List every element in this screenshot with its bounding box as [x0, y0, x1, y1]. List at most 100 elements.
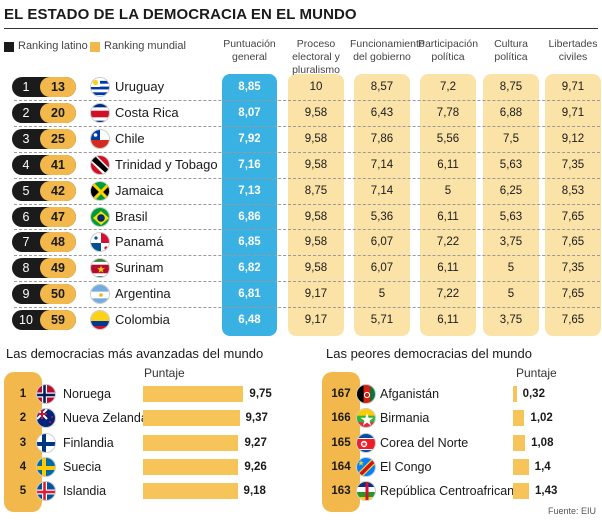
best-rank-column-bg: [4, 372, 42, 512]
cell-participacion: 6,11: [437, 210, 459, 223]
best-democracies-title: Las democracias más avanzadas del mundo: [6, 346, 264, 361]
flag-birmania-icon: [356, 408, 376, 429]
bar-value-label: 9,37: [245, 412, 268, 425]
cell-participacion: 5: [444, 184, 452, 197]
cell-libertades: 7,35: [561, 262, 585, 275]
rank-mundial: 50: [51, 287, 65, 302]
bar-rank: 3: [19, 436, 27, 449]
bar-value-label: 9,27: [244, 436, 267, 449]
flag-finlandia-icon: [36, 432, 56, 453]
flag-afganistan-icon: [356, 384, 376, 404]
bar-category-label: Afganistán: [380, 387, 440, 401]
rank-latino: 1: [22, 80, 30, 94]
bar-rank: 167: [331, 388, 351, 400]
cell-participacion: 6,11: [437, 158, 459, 171]
country-name: Argentina: [115, 286, 171, 302]
best-puntaje-label: Puntaje: [144, 366, 185, 380]
cell-participacion: 6,11: [437, 262, 459, 275]
bar-category-label: Islandia: [63, 484, 107, 499]
legend-swatch-latino: [4, 42, 14, 52]
legend-label-mundial: Ranking mundial: [104, 40, 186, 52]
rank-mundial-pill: [40, 310, 76, 331]
rank-latino: 4: [22, 157, 30, 172]
cell-libertades: 7,65: [561, 314, 585, 327]
rank-mundial: 49: [51, 261, 65, 276]
title-divider: [4, 28, 598, 29]
page-title: EL ESTADO DE LA DEMOCRACIA EN EL MUNDO: [4, 6, 357, 23]
legend-swatch-mundial: [90, 42, 100, 52]
cell-electoral: 9,58: [304, 236, 328, 249]
cell-gobierno: 7,14: [370, 158, 394, 171]
cell-libertades: 8,53: [561, 184, 585, 197]
cell-gobierno: 8,57: [370, 81, 394, 93]
cell-cultura: 8,75: [499, 81, 523, 93]
rank-mundial-pill: [40, 128, 76, 149]
worst-puntaje-label: Puntaje: [516, 366, 557, 380]
cell-gobierno: 7,86: [370, 132, 394, 145]
bar-rank: 5: [19, 485, 27, 498]
cell-cultura: 6,25: [499, 184, 523, 197]
cell-puntuacion: 8,07: [238, 106, 261, 119]
bar: [143, 434, 239, 451]
cell-puntuacion: 6,82: [238, 262, 261, 275]
bar: [143, 386, 244, 402]
row-separator: [14, 151, 600, 153]
rank-mundial-pill: [40, 102, 76, 123]
bar-rank: 166: [331, 412, 351, 425]
column-header-puntuacion: Puntuación general: [223, 38, 276, 63]
rank-mundial: 13: [51, 80, 65, 94]
flag-chile-icon: [90, 128, 110, 149]
flag-trinidad-icon: [90, 154, 110, 175]
flag-brasil-icon: [90, 206, 110, 227]
rank-mundial-pill: [40, 232, 76, 253]
row-separator: [14, 229, 600, 231]
bar-category-label: Birmania: [380, 411, 430, 426]
column-header-participacion: Participación política: [417, 38, 479, 63]
country-name: Uruguay: [115, 79, 165, 94]
cell-puntuacion: 6,48: [238, 314, 261, 327]
bar-category-label: Noruega: [63, 387, 111, 401]
cell-cultura: 5,63: [499, 210, 523, 223]
bar-value-label: 9,26: [244, 460, 267, 473]
rank-latino: 7: [22, 235, 30, 250]
cell-cultura: 3,75: [499, 314, 523, 327]
cell-participacion: 7,78: [436, 106, 460, 119]
flag-colombia-icon: [90, 310, 110, 331]
flag-congo-icon: [356, 456, 376, 477]
rank-mundial: 42: [51, 183, 65, 198]
cell-puntuacion: 6,81: [238, 288, 261, 301]
cell-participacion: 7,2: [440, 81, 456, 93]
legend-label-latino: Ranking latino: [18, 40, 88, 52]
bar: [143, 483, 238, 500]
flag-uruguay-icon: [90, 77, 110, 97]
bar-rank: 2: [19, 412, 27, 425]
cell-cultura: 3,75: [499, 236, 523, 249]
cell-libertades: 7,65: [561, 288, 585, 301]
rank-mundial: 20: [51, 105, 65, 120]
flag-nueva-zelanda-icon: [36, 408, 56, 429]
cell-libertades: 9,71: [561, 106, 585, 119]
cell-electoral: 9,58: [304, 158, 328, 171]
country-name: Trinidad y Tobago: [115, 156, 218, 172]
country-name: Costa Rica: [115, 104, 179, 120]
bar-category-label: Nueva Zelanda: [63, 411, 148, 426]
rank-latino: 3: [22, 131, 30, 146]
column-bg-libertades: [545, 74, 601, 336]
source-note: Fuente: EIU: [547, 506, 596, 516]
flag-jamaica-icon: [90, 180, 110, 201]
rank-mundial: 47: [51, 209, 65, 224]
bar: [513, 410, 525, 427]
country-name: Jamaica: [115, 182, 164, 198]
bar-rank: 164: [331, 460, 351, 473]
flag-islandia-icon: [36, 481, 56, 502]
cell-libertades: 7,35: [561, 158, 585, 171]
worst-rank-column-bg: [322, 372, 360, 512]
cell-gobierno: 5: [378, 288, 386, 301]
cell-electoral: 9,58: [304, 262, 328, 275]
cell-puntuacion: 8,85: [238, 81, 261, 93]
rank-mundial-pill: [40, 180, 76, 201]
cell-electoral: 9,58: [304, 210, 328, 223]
cell-participacion: 7,22: [436, 236, 460, 249]
cell-puntuacion: 6,86: [238, 210, 261, 223]
bar-value-label: 1,4: [534, 460, 551, 473]
